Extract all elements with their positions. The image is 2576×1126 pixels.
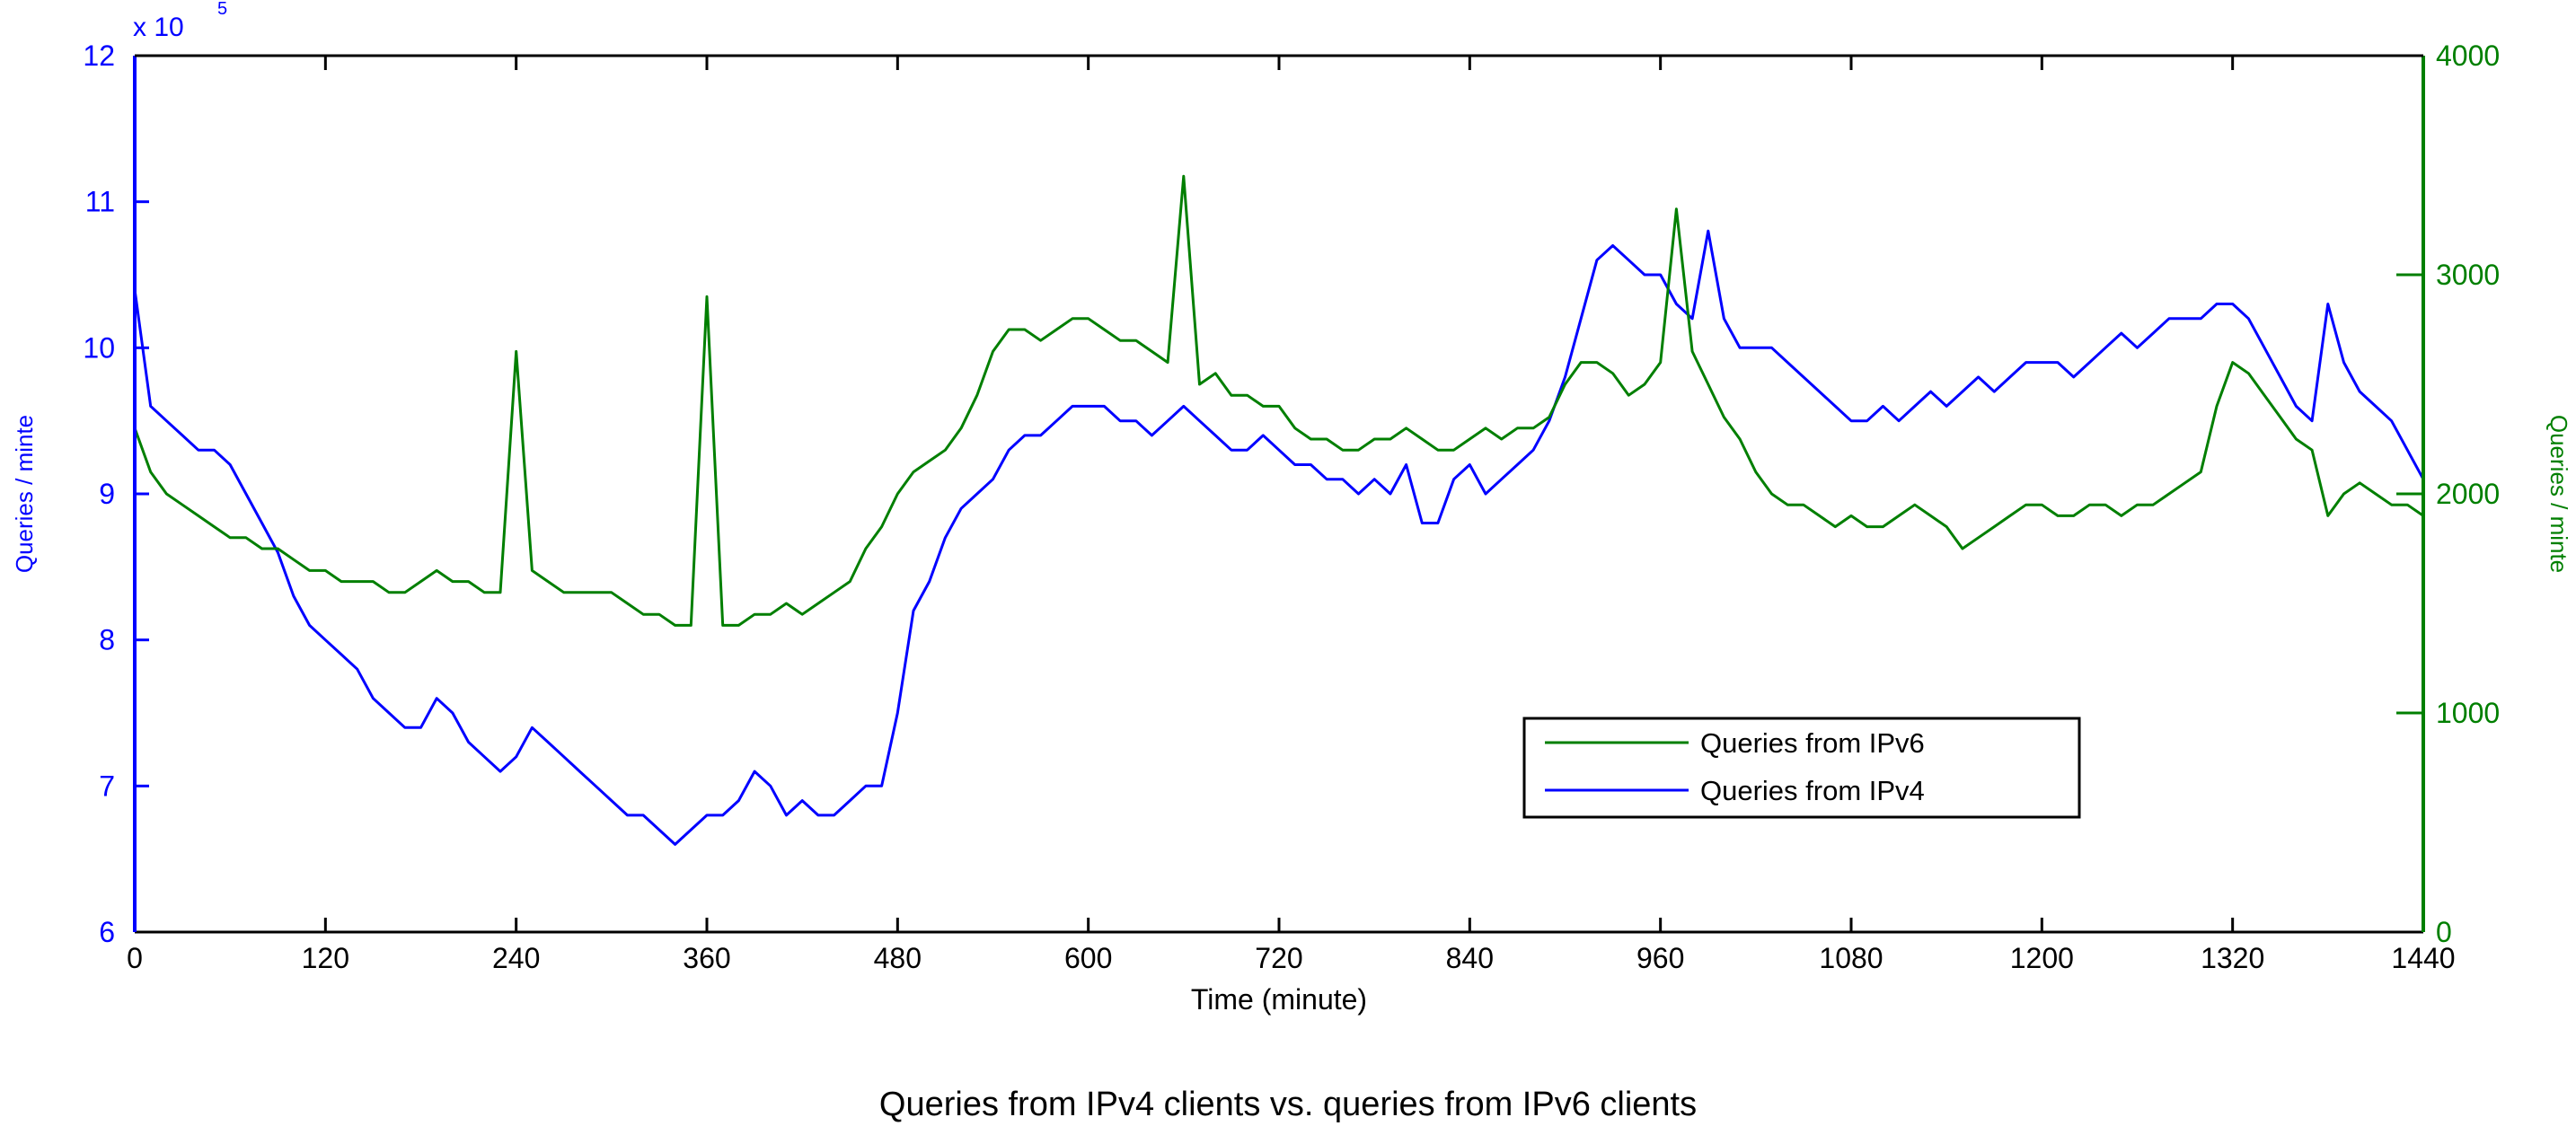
x-tick-label: 960 (1636, 942, 1684, 974)
left-y-tick-label: 6 (99, 916, 115, 948)
legend-box (1522, 717, 2081, 819)
left-y-tick-label: 7 (99, 770, 115, 802)
x-tick-label: 0 (127, 942, 143, 974)
x-tick-label: 600 (1064, 942, 1112, 974)
left-y-axis-label: Queries / minte (11, 415, 38, 573)
x-tick-label: 840 (1446, 942, 1494, 974)
x-tick-label: 360 (683, 942, 730, 974)
x-tick-label: 480 (874, 942, 922, 974)
legend: Queries from IPv6 Queries from IPv4 (1522, 717, 2081, 819)
right-y-tick-label: 3000 (2436, 259, 2500, 291)
right-y-tick-label: 1000 (2436, 697, 2500, 729)
left-axis-exponent: 5 (217, 0, 227, 19)
left-y-tick-label: 9 (99, 478, 115, 510)
series-line-ipv6 (133, 174, 2424, 627)
left-y-tick-label: 10 (83, 331, 115, 364)
right-y-tick-label: 0 (2436, 916, 2452, 948)
legend-label-ipv4: Queries from IPv4 (1700, 775, 1925, 806)
series-line-ipv4 (133, 229, 2425, 846)
x-tick-label: 120 (302, 942, 349, 974)
x-tick-label: 1440 (2391, 942, 2455, 974)
x-axis-label: Time (minute) (1191, 983, 1367, 1016)
right-y-axis-label: Queries / minte (2545, 415, 2572, 573)
left-y-tick-label: 11 (85, 186, 115, 218)
left-axis-multiplier: x 10 (133, 13, 184, 42)
x-tick-label: 240 (492, 942, 540, 974)
right-y-tick-label: 4000 (2436, 40, 2500, 72)
x-tick-label: 720 (1255, 942, 1302, 974)
chart-title: Queries from IPv4 clients vs. queries fr… (879, 1086, 1697, 1123)
legend-label-ipv6: Queries from IPv6 (1700, 727, 1925, 759)
left-y-tick-label: 12 (83, 40, 115, 72)
left-y-tick-label: 8 (99, 624, 115, 656)
x-tick-label: 1320 (2201, 942, 2264, 974)
x-tick-label: 1080 (1819, 942, 1883, 974)
right-y-tick-label: 2000 (2436, 478, 2500, 510)
x-tick-label: 1200 (2010, 942, 2074, 974)
